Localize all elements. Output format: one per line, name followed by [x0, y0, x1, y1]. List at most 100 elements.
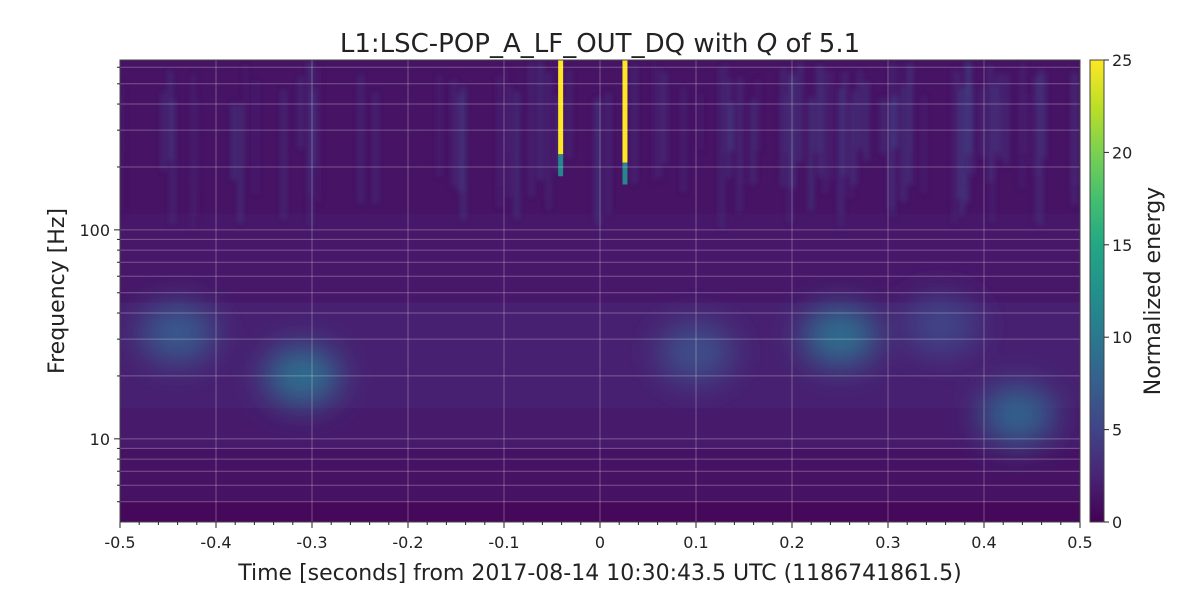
background-texture	[120, 60, 1078, 230]
energy-streak	[191, 74, 195, 230]
y-axis-ticks: 10 100	[79, 66, 120, 503]
energy-streak	[858, 70, 862, 149]
energy-streak	[168, 71, 172, 161]
energy-streak	[994, 85, 998, 152]
energy-streak	[720, 66, 724, 228]
x-tick-label: -0.2	[392, 533, 423, 552]
chart-title: L1:LSC-POP_A_LF_OUT_DQ with Q of 5.1	[340, 29, 860, 59]
energy-streak	[299, 76, 303, 149]
energy-streak	[997, 73, 1001, 159]
colorbar-tick-label: 0	[1112, 513, 1122, 532]
energy-streak	[232, 103, 236, 180]
energy-streak	[458, 93, 462, 193]
energy-streak	[507, 85, 511, 198]
energy-streak	[244, 63, 248, 166]
energy-streak	[374, 92, 378, 204]
energy-streak	[788, 71, 792, 223]
energy-streak	[798, 61, 802, 163]
energy-streak	[657, 68, 661, 179]
energy-streak	[1042, 72, 1046, 159]
energy-streak	[452, 79, 456, 187]
colorbar-tick-label: 5	[1112, 421, 1122, 440]
x-tick-label: 0.4	[971, 533, 996, 552]
energy-streak	[725, 62, 729, 154]
energy-streak	[312, 91, 316, 167]
x-tick-label: 0.5	[1067, 533, 1092, 552]
energy-streak	[823, 70, 827, 193]
energy-streak	[461, 86, 465, 220]
x-axis-label: Time [seconds] from 2017-08-14 10:30:43.…	[237, 561, 961, 586]
energy-streak	[813, 101, 817, 153]
energy-spike	[622, 60, 628, 163]
energy-streak	[1021, 61, 1025, 155]
energy-streak	[195, 99, 199, 217]
energy-streak	[816, 65, 820, 152]
energy-spike-tail	[622, 162, 628, 185]
energy-streak	[988, 64, 992, 183]
energy-streak	[751, 99, 755, 185]
energy-streak	[317, 67, 321, 203]
energy-streak	[499, 100, 503, 186]
energy-streak	[881, 97, 885, 154]
energy-streak	[739, 77, 743, 185]
energy-streak	[864, 82, 868, 161]
energy-streak	[790, 74, 794, 189]
energy-streak	[830, 71, 834, 180]
energy-streak	[1072, 73, 1076, 206]
x-axis-ticks: -0.5 -0.4 -0.3 -0.2 -0.1 0 0.1 0.2 0.3 0.4 0.5	[104, 522, 1093, 552]
colorbar-tick-label: 10	[1112, 328, 1132, 347]
y-tick-label: 10	[90, 430, 110, 449]
energy-band	[120, 501, 1080, 522]
energy-streak	[596, 98, 600, 226]
energy-band	[120, 448, 1080, 502]
energy-streak	[893, 95, 897, 149]
energy-blob	[802, 306, 878, 367]
energy-blob	[658, 322, 734, 383]
x-tick-label: 0.3	[875, 533, 900, 552]
energy-streak	[729, 102, 733, 152]
colorbar-tick-label: 25	[1112, 51, 1132, 70]
energy-streak	[792, 75, 796, 163]
energy-streak	[889, 100, 893, 210]
energy-streak	[902, 84, 906, 202]
energy-streak	[957, 71, 961, 199]
energy-streak	[254, 80, 258, 195]
energy-streak	[171, 98, 175, 225]
energy-streak	[504, 67, 508, 152]
energy-streak	[783, 94, 787, 153]
energy-streak	[1035, 99, 1039, 223]
x-tick-label: -0.5	[104, 533, 135, 552]
energy-streak	[843, 71, 847, 176]
energy-streak	[606, 92, 610, 215]
energy-blob	[902, 295, 979, 356]
energy-streak	[970, 86, 974, 175]
energy-streak	[547, 72, 551, 210]
x-tick-label: 0	[595, 533, 605, 552]
energy-streak	[652, 60, 656, 181]
energy-streak	[960, 88, 964, 216]
energy-streak	[839, 86, 843, 214]
energy-band	[120, 408, 1080, 449]
energy-streak	[852, 90, 856, 186]
energy-blob	[979, 385, 1056, 446]
energy-streak	[1027, 94, 1031, 165]
energy-streak	[162, 92, 166, 171]
energy-streak	[965, 91, 969, 188]
y-axis-label: Frequency [Hz]	[45, 208, 70, 374]
x-tick-label: 0.1	[683, 533, 708, 552]
energy-streak	[238, 103, 242, 224]
energy-streak	[981, 86, 985, 157]
energy-streak	[282, 89, 286, 220]
energy-streak	[818, 65, 822, 154]
energy-spike-tail	[558, 154, 564, 177]
energy-blobs	[139, 295, 1056, 446]
spectrogram-plot-area	[120, 60, 1080, 522]
energy-streak	[699, 93, 703, 150]
energy-streak	[890, 62, 894, 217]
energy-spikes	[558, 60, 628, 185]
energy-streak	[756, 78, 760, 151]
x-tick-label: -0.1	[488, 533, 519, 552]
energy-streak	[359, 74, 363, 204]
colorbar-label: Normalized energy	[1141, 187, 1166, 395]
